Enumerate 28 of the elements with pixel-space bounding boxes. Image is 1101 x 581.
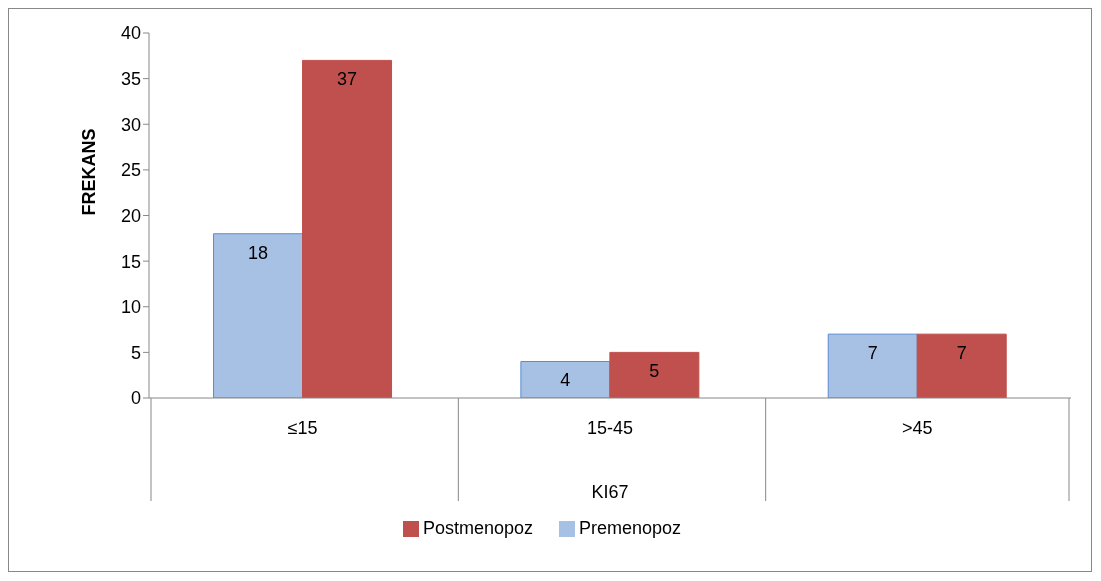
x-tick-label: 15-45 (586, 418, 634, 438)
legend-label: Postmenopoz (422, 518, 533, 538)
y-tick-label: 5 (130, 342, 141, 363)
bar (916, 333, 1007, 398)
x-axis-title: KI67 (591, 482, 629, 502)
y-tick-label: 30 (120, 114, 141, 135)
y-axis-title: FREKANS (79, 128, 100, 216)
bar (520, 361, 611, 398)
bar (609, 351, 700, 398)
data-label: 37 (337, 69, 358, 90)
data-label: 5 (649, 361, 660, 382)
y-tick-label: 35 (120, 69, 141, 90)
y-tick-label: 20 (120, 205, 141, 226)
x-tick-label: ≤15 (287, 418, 318, 438)
x-tick-label: >45 (902, 418, 933, 438)
data-label: 7 (867, 342, 878, 363)
y-tick-label: 25 (120, 160, 141, 181)
data-label: 4 (560, 370, 571, 391)
bar (213, 233, 304, 398)
y-tick-label: 0 (130, 388, 141, 409)
bar (827, 333, 918, 398)
data-label: 7 (956, 342, 967, 363)
y-tick-label: 15 (120, 251, 141, 272)
y-tick-label: 40 (120, 23, 141, 44)
y-tick-label: 10 (120, 297, 141, 318)
bar (302, 59, 393, 398)
legend-label: Premenopoz (579, 518, 682, 538)
data-label: 18 (248, 242, 269, 263)
